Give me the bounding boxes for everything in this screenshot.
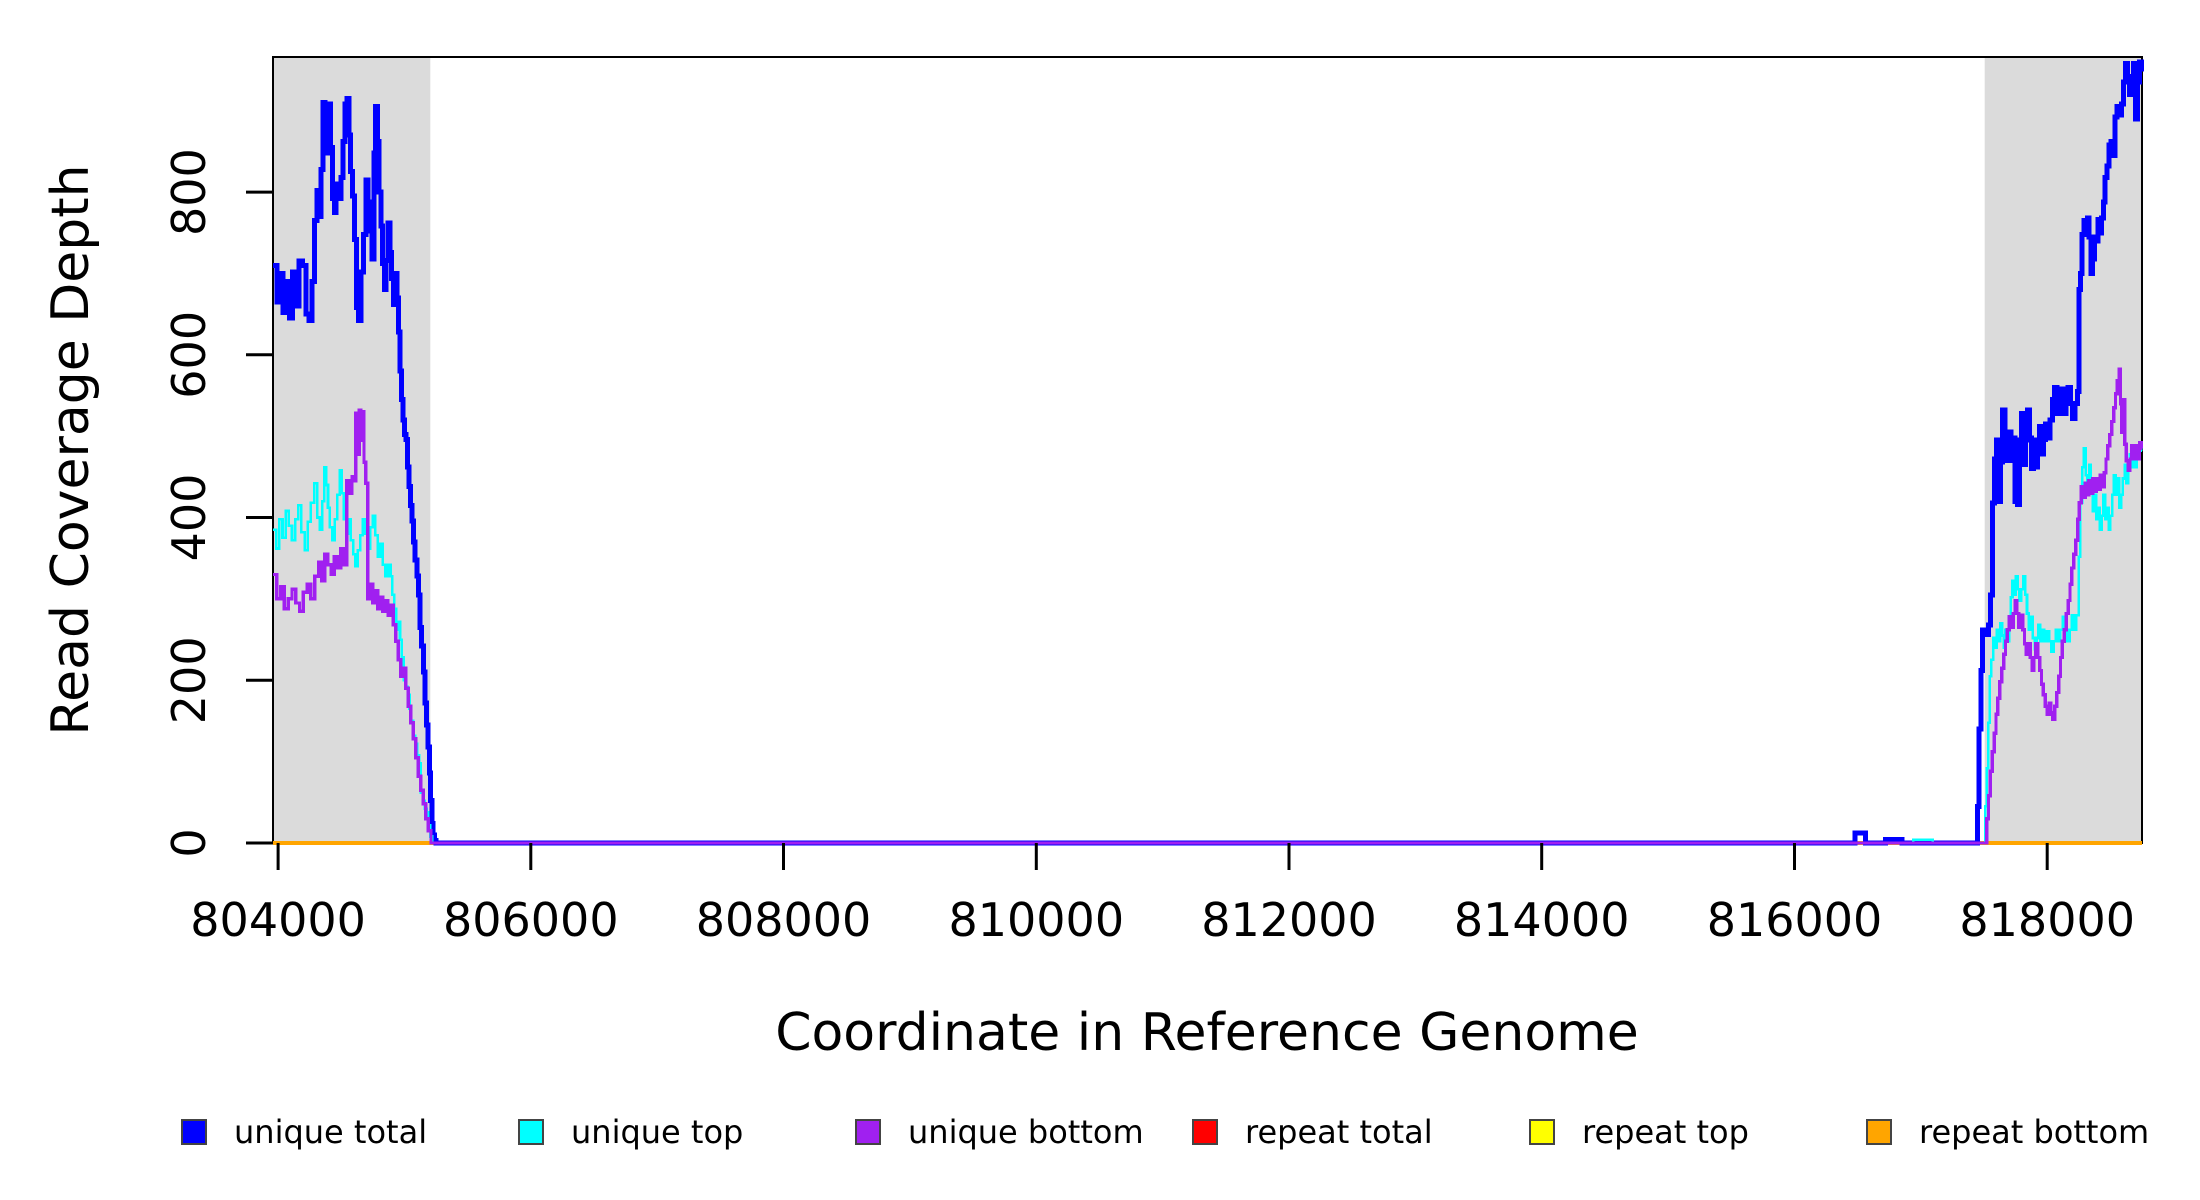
plot-frame-layer: [272, 56, 2143, 844]
x-tick-label: 808000: [696, 893, 872, 947]
x-tick-label: 810000: [948, 893, 1124, 947]
series-layer: [273, 59, 2144, 846]
y-tick-label: 0: [162, 828, 216, 857]
x-tick-label: 818000: [1959, 893, 2135, 947]
y-tick-label: 800: [162, 148, 216, 236]
x-tick-label: 804000: [190, 893, 366, 947]
legend: unique total unique top unique bottom repea…: [181, 1113, 2149, 1151]
axes-layer: 804000 806000 808000 810000 812000 814000 8160…: [162, 148, 2135, 947]
legend-swatch-repeat-bottom: [1866, 1119, 1892, 1145]
legend-swatch-repeat-total: [1192, 1119, 1218, 1145]
x-tick-label: 816000: [1707, 893, 1883, 947]
shaded-regions-layer: [273, 57, 2142, 843]
y-tick-label: 600: [162, 311, 216, 399]
legend-swatch-repeat-top: [1529, 1119, 1555, 1145]
legend-swatch-unique-bottom: [855, 1119, 881, 1145]
legend-label-unique-bottom: unique bottom: [908, 1113, 1144, 1151]
x-axis-title: Coordinate in Reference Genome: [775, 1003, 1639, 1063]
y-tick-label: 200: [162, 636, 216, 724]
x-tick-label: 812000: [1201, 893, 1377, 947]
x-tick-label: 806000: [443, 893, 619, 947]
legend-swatch-unique-top: [518, 1119, 544, 1145]
legend-label-unique-top: unique top: [571, 1113, 743, 1151]
series-unique-top: [273, 444, 2143, 845]
x-tick-label: 814000: [1454, 893, 1630, 947]
legend-swatch-unique-total: [181, 1119, 207, 1145]
y-axis-title: Read Coverage Depth: [41, 164, 101, 735]
y-tick-label: 400: [162, 474, 216, 562]
series-unique-bottom: [273, 367, 2144, 845]
legend-label-unique-total: unique total: [234, 1113, 427, 1151]
legend-label-repeat-top: repeat top: [1582, 1113, 1749, 1151]
series-unique-total: [273, 59, 2144, 846]
plot-frame: [272, 56, 2143, 844]
legend-label-repeat-total: repeat total: [1245, 1113, 1433, 1151]
legend-label-repeat-bottom: repeat bottom: [1919, 1113, 2149, 1151]
